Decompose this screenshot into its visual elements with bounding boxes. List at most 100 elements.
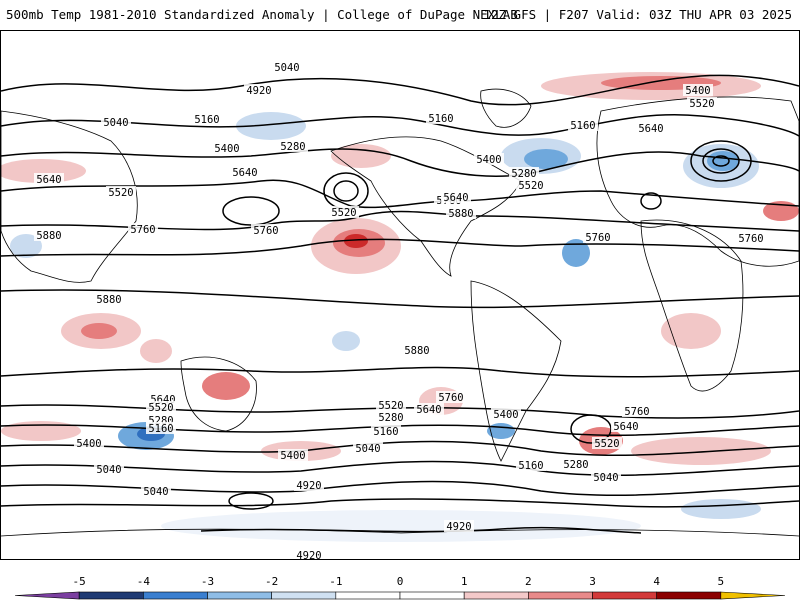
colorbar-tick-label: -3 [201,575,214,588]
contour-label-bg [353,442,383,454]
warm-anomaly-patch [1,421,81,441]
contour-line [1,179,799,209]
contour-line [1,113,799,137]
cold-anomaly-patch [707,151,739,171]
africa-outline [640,219,744,392]
contour-line [1,424,799,437]
contour-label-bg [509,167,539,179]
contour-value-label: 4920 [296,550,321,559]
contour-value-label: 4920 [246,85,271,97]
contour-value-label: 5760 [624,406,649,418]
contour-label-bg [278,140,308,152]
contour-value-label: 5280 [511,168,536,180]
contour-label-bg [294,549,324,559]
cold-anomaly-patch [524,149,568,169]
contour-value-label: 5160 [518,460,543,472]
australia-outline [180,356,257,432]
map-panel[interactable]: 5040 4920 5040 5160 5280 5400 5160 5400 5280 5520… [0,30,800,560]
contour-value-label: 5520 [148,402,173,414]
colorbar-tick-label: -5 [73,575,86,588]
contour-label-bg [34,229,64,241]
warm-anomaly-patch [202,372,250,400]
contour-value-label: 5280 [378,412,403,424]
closed-high-contour [640,192,662,210]
contour-label-bg [591,471,621,483]
warm-anomaly-patch [81,323,117,339]
warm-anomaly-patch [140,339,172,363]
cold-anomaly-patch [681,499,761,519]
contour-label-bg [141,485,171,497]
contour-value-label: 5520 [331,207,356,219]
south-america-outline [470,280,562,462]
warm-anomaly-patch [1,159,86,183]
contour-value-label: 5520 [108,187,133,199]
contour-value-label: 5040 [274,62,299,74]
contour-line [1,148,799,177]
contour-label-bg [212,142,242,154]
contour-value-label: 5760 [585,232,610,244]
colorbar-segment [463,591,529,600]
contour-label-bg [146,422,176,434]
contour-line [1,366,799,378]
warm-anomaly-patch [631,437,771,465]
contour-value-label: 5400 [685,85,710,97]
contour-value-label: 5040 [96,464,121,476]
colorbar-legend: -5 -4 -3 -2 -1 0 1 2 3 4 5 [0,560,800,600]
contour-line [1,289,799,309]
contour-value-label: 5520 [594,438,619,450]
contour-value-label: 5160 [428,113,453,125]
contour-value-label: 5640 [36,174,61,186]
contour-label-bg [414,403,444,415]
colorbar-tick-label: 4 [653,575,660,588]
contour-value-label: 5400 [280,450,305,462]
contour-label-bg [74,437,104,449]
contour-label-bg [436,391,466,403]
contour-label-bg [128,223,158,235]
north-america-outline [330,136,522,277]
contour-value-label: 5640 [638,123,663,135]
contour-line [1,498,799,508]
contour-label-bg [516,459,546,471]
contour-label-bg [251,224,281,236]
contour-label-bg [426,112,456,124]
contour-label-bg [444,520,474,532]
warm-anomaly-patch [344,234,368,248]
contour-label-bg [101,116,131,128]
contour-label-bg [294,479,324,491]
contour-value-label: 5640 [232,167,257,179]
contour-value-label: 5520 [518,180,543,192]
contour-label-bg [687,97,717,109]
closed-low-contour [333,180,359,202]
contour-label-bg [561,458,591,470]
contour-label-bg [146,401,176,413]
contour-label-bg [244,84,274,96]
contour-line [1,480,799,497]
cold-anomaly-patch [332,331,360,351]
greenland-outline [480,88,532,128]
contour-value-label: 4920 [296,480,321,492]
contour-value-label: 5040 [593,472,618,484]
contour-value-label: 5760 [253,225,278,237]
contour-value-label: 5520 [378,400,403,412]
contour-value-label: 5160 [570,120,595,132]
coastlines [1,88,799,537]
contour-label-bg [683,84,713,96]
contour-value-label: 5400 [76,438,101,450]
contour-label-bg [516,179,546,191]
contour-label-bg [192,113,222,125]
contour-value-label: 5520 [689,98,714,110]
contour-value-label: 5400 [493,409,518,421]
run-valid-time: 12Z GFS | F207 Valid: 03Z THU APR 03 202… [483,7,792,22]
contour-value-label: 5760 [738,233,763,245]
colorbar-segment [656,591,722,600]
colorbar-tick-label: 0 [397,575,404,588]
colorbar-segment [528,591,593,600]
contour-value-label: 5040 [143,486,168,498]
contour-label-bg [611,420,641,432]
cold-anomaly-patch [236,112,306,140]
colorbar-tick-label: -1 [329,575,342,588]
contour-label-bg [568,119,598,131]
contour-line [1,460,799,477]
